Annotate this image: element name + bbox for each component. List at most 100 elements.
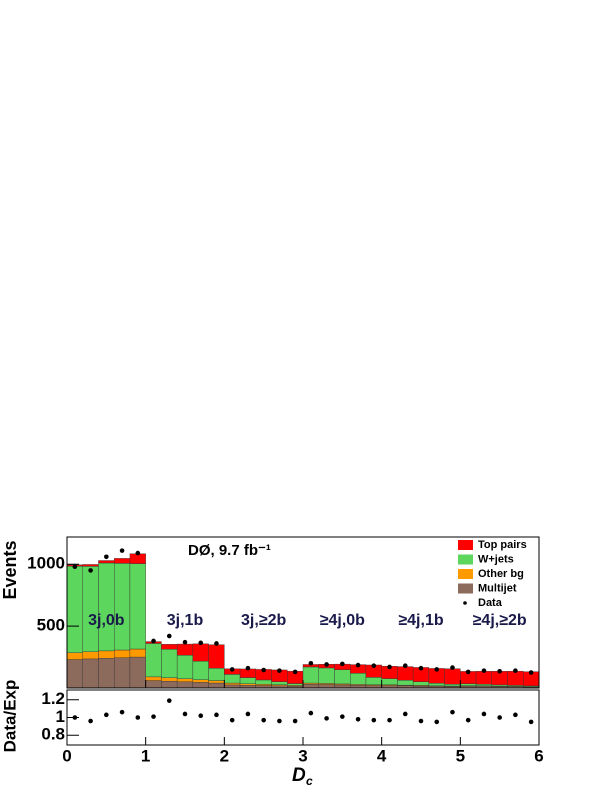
bar-segment — [66, 652, 83, 660]
bar-segment — [66, 565, 83, 653]
data-point — [434, 667, 440, 672]
region-label: 3j,1b — [167, 612, 204, 629]
legend-marker — [463, 601, 467, 605]
frame — [66, 689, 540, 746]
data-point — [497, 668, 502, 674]
data-point — [214, 641, 219, 646]
bar-segment — [507, 670, 524, 686]
bar-segment — [192, 643, 209, 662]
ratio-point — [481, 711, 487, 717]
region-label: ≥4j,1b — [398, 612, 443, 629]
legend-swatch — [458, 583, 473, 594]
legend-swatch — [458, 569, 473, 579]
x-tick-label: 4 — [377, 746, 387, 765]
data-point — [245, 665, 251, 671]
bar-segment — [239, 677, 256, 684]
bar-segment — [192, 679, 209, 683]
legend-swatch — [458, 540, 473, 550]
data-point — [277, 668, 282, 673]
data-point — [418, 665, 424, 671]
ratio-point — [88, 718, 93, 724]
bar-segment — [129, 563, 146, 650]
x-tick-label: 1 — [141, 746, 150, 765]
ratio-point — [402, 711, 408, 717]
bar-segment — [98, 560, 115, 564]
data-point — [465, 669, 471, 675]
bar-segment — [444, 683, 461, 687]
ratio-point — [292, 718, 298, 724]
ratio-point — [261, 717, 266, 723]
data-point — [355, 662, 361, 668]
x-tick-label: 3 — [298, 746, 307, 765]
ratio-point — [450, 709, 455, 715]
bar-segment — [161, 649, 178, 678]
ratio-point — [340, 714, 345, 719]
ratio-point — [497, 715, 502, 720]
bar-segment — [239, 683, 256, 686]
region-label: 3j,0b — [88, 612, 125, 629]
region-label: ≥4j,≥2b — [473, 612, 527, 629]
y-axis-label: Events — [0, 540, 20, 599]
bar-segment — [129, 648, 146, 658]
bar-segment — [255, 679, 272, 685]
bar-segment — [176, 681, 194, 689]
bar-segment — [145, 680, 162, 689]
bar-segment — [444, 668, 461, 685]
ratio-point — [418, 718, 424, 724]
data-point — [198, 640, 204, 646]
y-axis-label: Data/Exp — [0, 680, 19, 753]
ratio-point — [434, 719, 440, 725]
y-tick-label: 1000 — [27, 554, 65, 573]
bar-segment — [475, 671, 493, 685]
bar-segment — [302, 684, 319, 689]
y-tick-label: 500 — [37, 616, 65, 635]
bar-segment — [98, 658, 115, 689]
y-tick-label: 1.2 — [41, 689, 65, 708]
data-point — [402, 663, 408, 669]
data-point — [481, 668, 487, 673]
bar-segment — [208, 682, 225, 689]
x-axis-label-sub: c — [306, 774, 313, 788]
ratio-point — [198, 713, 204, 719]
data-point — [166, 633, 172, 639]
bar-segment — [287, 683, 304, 686]
legend-label: Data — [478, 597, 503, 609]
data-point — [135, 550, 141, 556]
bar-segment — [113, 649, 131, 658]
bar-segment — [397, 666, 414, 681]
ratio-point — [277, 718, 282, 724]
bar-segment — [318, 684, 335, 689]
data-point — [104, 554, 109, 560]
bar-segment — [161, 677, 178, 682]
data-point — [528, 670, 534, 675]
ratio-point — [135, 715, 141, 720]
bar-segment — [145, 676, 162, 681]
region-label: ≥4j,0b — [320, 612, 365, 629]
x-axis-label: D — [292, 765, 306, 786]
bar-segment — [129, 656, 146, 689]
bar-segment — [161, 644, 178, 650]
data-point — [261, 667, 266, 673]
legend-label: Multijet — [478, 582, 517, 594]
bar-segment — [428, 683, 445, 686]
ratio-point — [528, 719, 534, 725]
bar-segment — [381, 678, 398, 685]
ratio-point — [214, 712, 219, 718]
data-point — [229, 667, 235, 672]
x-tick-label: 2 — [220, 746, 229, 765]
bar-segment — [113, 563, 131, 651]
ratio-point — [72, 715, 78, 720]
data-point — [308, 660, 314, 666]
bar-segment — [397, 680, 414, 686]
data-point — [450, 665, 455, 670]
y-tick-label: 0.8 — [41, 725, 65, 744]
ratio-point — [371, 717, 377, 723]
ratio-point — [513, 712, 518, 718]
bar-segment — [412, 681, 430, 686]
bar-segment — [82, 564, 99, 567]
data-point — [513, 668, 518, 673]
bar-segment — [224, 682, 241, 686]
bar-segment — [350, 673, 367, 685]
